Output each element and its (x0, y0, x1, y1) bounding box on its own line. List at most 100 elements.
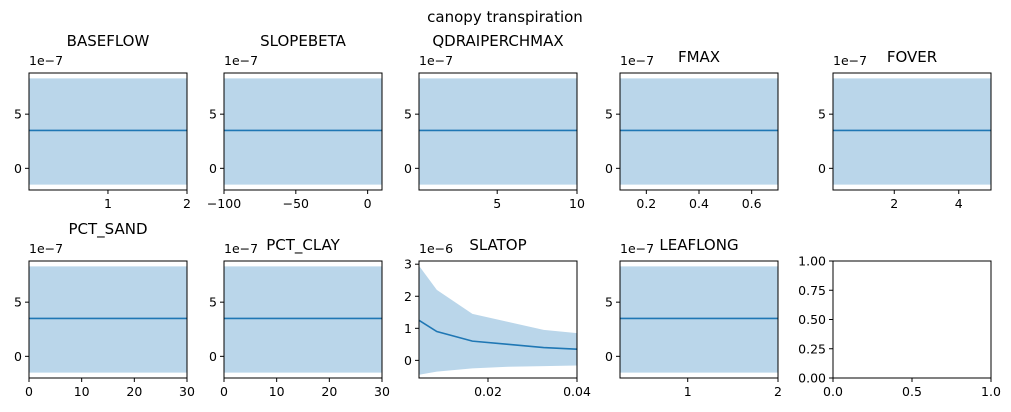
x-tick-label: 2 (890, 196, 898, 211)
subplot-6: 0 10 20 30 0 5 1e−7 PCT_SAND (14, 220, 195, 399)
x-tick-label: 0.5 (902, 384, 922, 399)
x-tick-label: −50 (283, 196, 309, 211)
axes-frame (28, 260, 188, 379)
offset-text: 1e−7 (620, 53, 654, 68)
y-tick-label: 0.75 (798, 283, 826, 298)
axes-frame (832, 260, 992, 379)
subplot-5: 2 4 0 5 1e−7 FOVER (818, 48, 992, 211)
offset-text: 1e−7 (620, 241, 654, 256)
y-tick-label: 2 (404, 289, 412, 304)
y-tick-label: 5 (404, 107, 412, 122)
mean-line (418, 319, 578, 350)
y-tick-label: 3 (404, 257, 412, 272)
subplot-title: LEAFLONG (659, 236, 738, 254)
axes-frame (832, 72, 992, 191)
y-tick-label: 0 (605, 349, 613, 364)
y-tick-label: 5 (14, 295, 22, 310)
axes-frame (418, 260, 578, 379)
y-tick-label: 0 (404, 161, 412, 176)
y-tick-label: 0 (14, 161, 22, 176)
x-tick-label: 0 (364, 196, 372, 211)
x-tick-label: 10 (569, 196, 585, 211)
subplot-9: 1 2 0 5 1e−7 LEAFLONG (605, 236, 782, 399)
confidence-band (419, 78, 577, 185)
confidence-band (833, 78, 991, 185)
y-tick-label: 5 (209, 107, 217, 122)
offset-text: 1e−7 (29, 53, 63, 68)
subplot-title: SLOPEBETA (260, 32, 346, 50)
x-tick-label: 0.0 (823, 384, 843, 399)
x-tick-label: 0.6 (742, 196, 762, 211)
subplot-title: SLATOP (469, 236, 526, 254)
subplot-3: 5 10 0 5 1e−7 QDRAIPERCHMAX (404, 32, 585, 211)
subplot-title: PCT_CLAY (266, 236, 340, 255)
confidence-band (224, 78, 382, 185)
x-tick-label: 30 (374, 384, 390, 399)
y-tick-label: 5 (605, 295, 613, 310)
y-tick-label: 0 (404, 353, 412, 368)
x-tick-label: 30 (179, 384, 195, 399)
subplot-title: QDRAIPERCHMAX (432, 32, 563, 50)
y-tick-label: 1.00 (798, 254, 826, 269)
axes-frame (223, 260, 383, 379)
x-tick-label: 2 (183, 196, 191, 211)
y-tick-label: 0 (605, 161, 613, 176)
x-tick-label: 0.2 (636, 196, 656, 211)
offset-text: 1e−6 (419, 241, 453, 256)
x-tick-label: −100 (207, 196, 241, 211)
y-tick-label: 0 (818, 161, 826, 176)
y-tick-label: 5 (605, 107, 613, 122)
subplot-4: 0.2 0.4 0.6 0 5 1e−7 FMAX (605, 48, 779, 211)
x-tick-label: 0.02 (474, 384, 502, 399)
x-tick-label: 20 (321, 384, 337, 399)
y-tick-label: 0.25 (798, 341, 826, 356)
subplot-8: 0.02 0.04 0 1 2 3 1e−6 SLATOP (404, 236, 591, 399)
x-tick-label: 0 (25, 384, 33, 399)
axes-frame (418, 72, 578, 191)
x-tick-label: 0.04 (563, 384, 591, 399)
confidence-band (419, 265, 577, 375)
y-tick-label: 5 (818, 107, 826, 122)
y-tick-label: 5 (209, 295, 217, 310)
x-tick-label: 5 (493, 196, 501, 211)
y-tick-label: 5 (14, 107, 22, 122)
y-tick-label: 0.00 (798, 371, 826, 386)
x-tick-label: 1 (684, 384, 692, 399)
axes-frame (223, 72, 383, 191)
x-tick-label: 20 (126, 384, 142, 399)
y-tick-label: 1 (404, 321, 412, 336)
offset-text: 1e−7 (224, 241, 258, 256)
y-tick-label: 0 (209, 349, 217, 364)
confidence-band (620, 78, 778, 185)
x-tick-label: 10 (269, 384, 285, 399)
y-tick-label: 0 (14, 349, 22, 364)
subplot-1: 1 2 0 5 1e−7 BASEFLOW (14, 32, 191, 211)
x-tick-label: 1 (104, 196, 112, 211)
offset-text: 1e−7 (29, 241, 63, 256)
offset-text: 1e−7 (224, 53, 258, 68)
subplot-title: FMAX (678, 48, 720, 66)
subplot-title: BASEFLOW (67, 32, 150, 50)
confidence-band (29, 266, 187, 373)
confidence-band (620, 266, 778, 373)
x-tick-label: 4 (955, 196, 963, 211)
y-tick-label: 0 (209, 161, 217, 176)
subplot-10: 0.0 0.5 1.0 0.00 0.25 0.50 0.75 1.00 (798, 254, 1001, 400)
confidence-band (29, 78, 187, 185)
subplot-title: FOVER (887, 48, 937, 66)
x-tick-label: 10 (74, 384, 90, 399)
x-tick-label: 1.0 (981, 384, 1001, 399)
offset-text: 1e−7 (833, 53, 867, 68)
subplot-7: 0 10 20 30 0 5 1e−7 PCT_CLAY (209, 236, 390, 399)
subplot-title: PCT_SAND (68, 220, 147, 239)
x-tick-label: 2 (774, 384, 782, 399)
x-tick-label: 0.4 (689, 196, 709, 211)
figure-suptitle: canopy transpiration (427, 8, 583, 26)
y-tick-label: 0.50 (798, 312, 826, 327)
x-tick-label: 0 (220, 384, 228, 399)
confidence-band (224, 266, 382, 373)
offset-text: 1e−7 (419, 53, 453, 68)
axes-frame (619, 260, 779, 379)
